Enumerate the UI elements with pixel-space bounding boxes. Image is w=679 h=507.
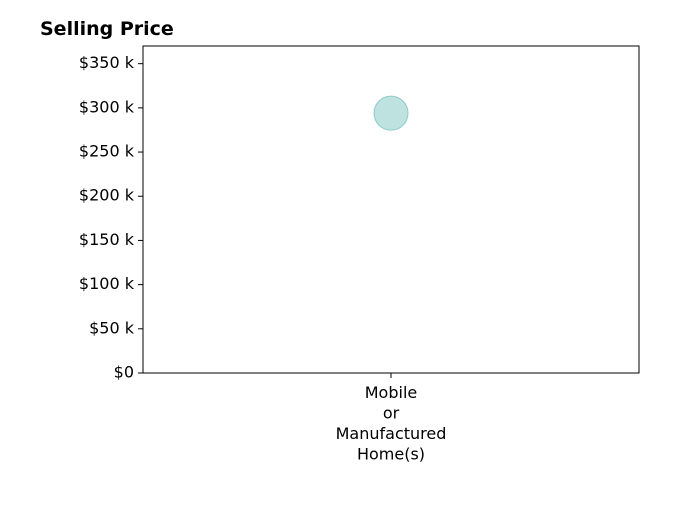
y-axis: $0 $50 k $100 k $150 k $200 k $250 k $300 k $35… [79, 53, 143, 382]
data-points [373, 95, 409, 131]
y-tick-label: $250 k [79, 142, 135, 161]
y-tick-label: $0 [114, 363, 134, 382]
x-axis: Mobile or Manufactured Home(s) [336, 373, 447, 464]
x-tick-label: Mobile or Manufactured Home(s) [336, 383, 447, 464]
plot-area [142, 45, 640, 374]
y-tick-label: $200 k [79, 186, 135, 205]
y-tick-label: $50 k [89, 318, 135, 337]
y-tick-label: $150 k [79, 230, 135, 249]
data-point [373, 95, 409, 131]
y-tick-label: $100 k [79, 274, 135, 293]
chart-title: Selling Price [40, 18, 174, 40]
y-tick-label: $350 k [79, 53, 135, 72]
y-tick-label: $300 k [79, 97, 135, 116]
